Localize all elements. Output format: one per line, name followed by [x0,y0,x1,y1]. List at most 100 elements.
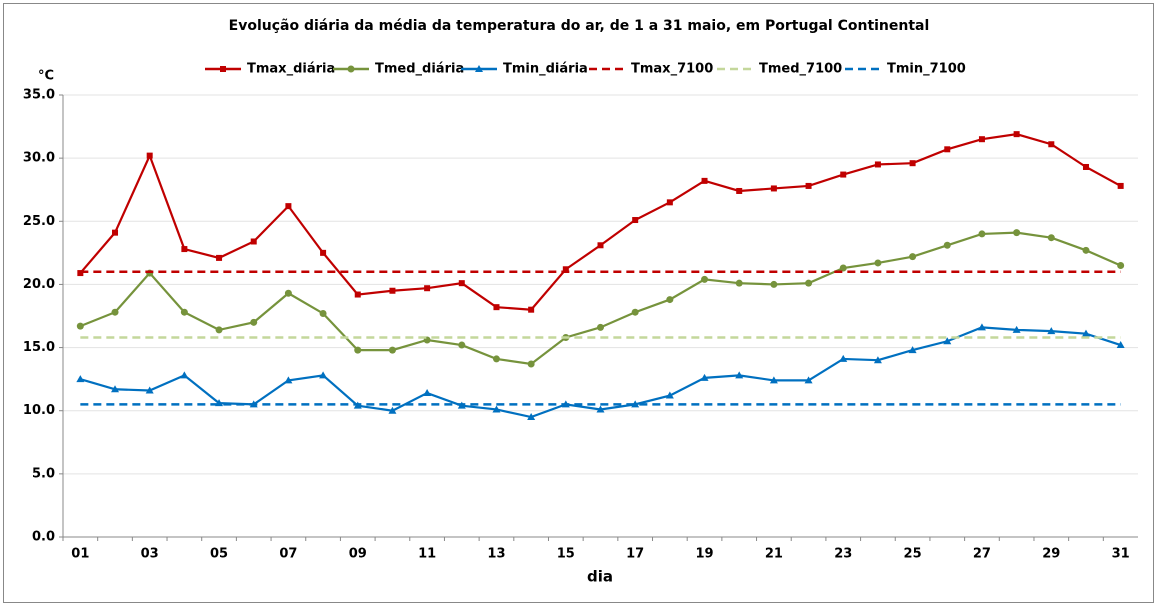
x-tick-label: 07 [279,547,297,562]
marker [700,373,709,381]
marker [1012,325,1021,333]
x-tick-label: 19 [695,547,713,562]
marker [770,185,777,192]
x-tick-label: 11 [418,547,436,562]
legend-label: Tmax_7100 [631,62,713,77]
y-tick-label: 35.0 [23,88,55,103]
marker [665,391,674,399]
marker [805,279,813,287]
marker [388,406,397,414]
marker [978,230,986,238]
marker [112,229,119,236]
marker [597,242,604,249]
marker [735,371,744,379]
y-tick-label: 30.0 [23,151,55,166]
marker [943,337,952,345]
x-axis-label: dia [587,568,613,586]
marker [839,264,847,272]
marker [1047,234,1055,242]
y-tick-label: 0.0 [32,530,55,545]
marker [909,253,917,261]
marker [389,287,396,294]
x-tick-label: 05 [210,547,228,562]
legend-label: Tmax_diária [247,62,335,77]
marker [111,308,119,316]
marker [111,385,120,393]
legend-label: Tmin_7100 [887,62,966,77]
marker [458,341,466,349]
x-tick-label: 15 [557,547,575,562]
marker [493,304,500,311]
marker [1082,163,1089,170]
marker [840,171,847,178]
marker [250,238,257,245]
marker [1116,341,1125,349]
x-tick-label: 17 [626,547,644,562]
marker [77,270,84,277]
marker [736,187,743,194]
marker [250,318,258,326]
x-tick-label: 27 [973,547,991,562]
marker [76,375,85,383]
chart-border [3,3,1154,603]
marker [1047,327,1056,335]
x-tick-label: 13 [487,547,505,562]
marker [839,354,848,362]
marker [320,249,327,256]
marker [804,376,813,384]
x-tick-label: 31 [1112,547,1130,562]
marker [319,371,328,379]
marker [874,161,881,168]
marker [180,371,189,379]
marker [388,346,396,354]
marker [596,405,605,413]
marker [944,146,951,153]
x-tick-label: 23 [834,547,852,562]
chart-title: Evolução diária da média da temperatura … [229,18,930,34]
marker [770,280,778,288]
x-tick-label: 09 [349,547,367,562]
marker [701,275,709,283]
marker [909,160,916,167]
marker [666,296,674,304]
marker [492,405,501,413]
marker [475,65,483,72]
legend-label: Tmed_diária [375,62,464,77]
marker [1013,229,1021,237]
marker [527,413,536,421]
marker [874,259,882,267]
marker [1048,141,1055,148]
x-tick-label: 21 [765,547,783,562]
marker [216,254,223,261]
marker [597,323,604,331]
marker [492,355,500,363]
x-tick-label: 25 [904,547,922,562]
x-tick-label: 03 [141,547,159,562]
marker [146,152,153,159]
x-tick-label: 29 [1042,547,1060,562]
x-tick-label: 01 [71,547,89,562]
legend-label: Tmin_diária [503,62,588,77]
marker [220,66,226,72]
marker [1082,246,1090,254]
marker [181,246,188,253]
marker [631,308,639,316]
marker [978,136,985,143]
marker [284,376,293,384]
marker [76,322,84,330]
marker [528,306,535,313]
marker [354,291,361,298]
marker [354,346,362,354]
marker [319,309,327,317]
y-axis-label: °C [38,69,54,84]
y-tick-label: 20.0 [23,277,55,292]
marker [347,65,355,73]
marker [769,376,778,384]
marker [424,285,431,292]
marker [632,217,639,224]
y-tick-label: 15.0 [23,340,55,355]
marker [1081,329,1090,337]
marker [284,289,292,297]
marker [527,360,535,368]
